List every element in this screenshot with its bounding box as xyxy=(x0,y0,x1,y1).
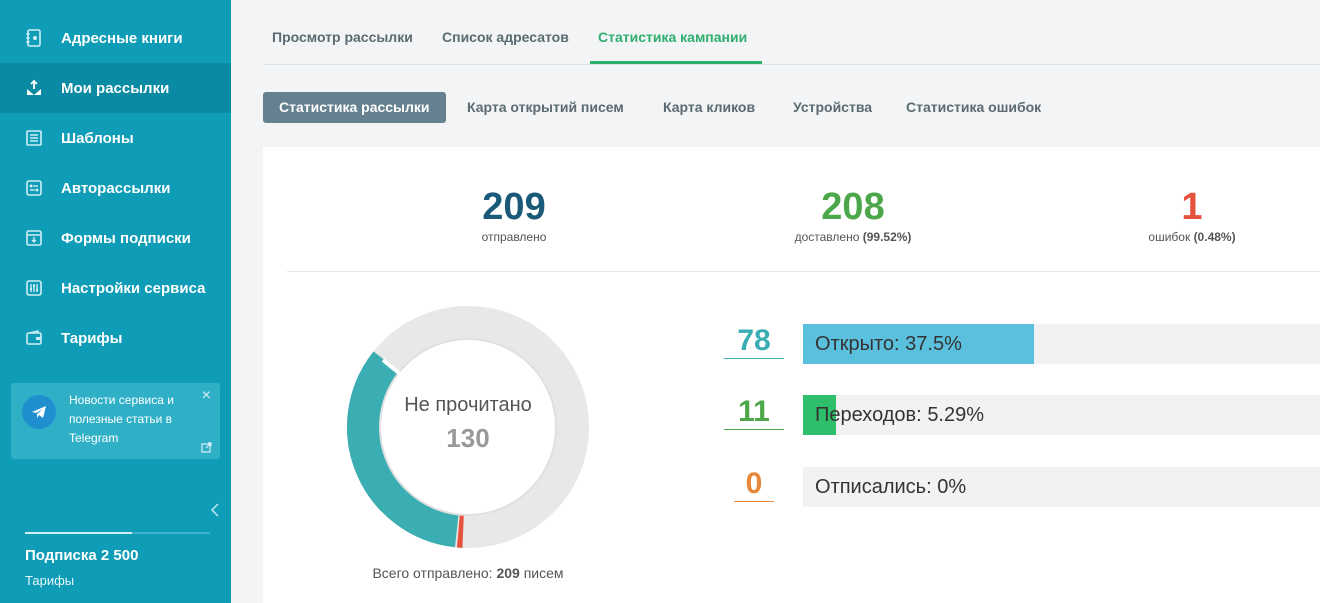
clicks-label: Переходов: xyxy=(815,404,922,426)
sidebar-item-label: Шаблоны xyxy=(61,129,134,147)
opened-count-link[interactable]: 78 xyxy=(724,324,784,359)
sidebar-item-templates[interactable]: Шаблоны xyxy=(0,113,231,163)
plan-usage-fill xyxy=(25,532,132,534)
sidebar-item-tariffs[interactable]: Тарифы xyxy=(0,313,231,363)
address-book-icon xyxy=(25,29,43,47)
telegram-news-card[interactable]: Новости сервиса и полезные статьи в Tele… xyxy=(11,383,220,459)
plan-usage-bar xyxy=(25,532,210,534)
sidebar-item-label: Настройки сервиса xyxy=(61,279,206,297)
sidebar-item-label: Авторассылки xyxy=(61,179,171,197)
sent-count: 209 xyxy=(482,186,546,228)
external-link-icon[interactable] xyxy=(201,442,212,453)
plan-name: Подписка 2 500 xyxy=(25,547,139,564)
stat-delivered: 208 доставлено (99.52%) xyxy=(763,185,943,244)
sidebar-item-label: Формы подписки xyxy=(61,229,191,247)
collapse-sidebar-icon[interactable] xyxy=(208,500,222,520)
unsubscribed-count-link[interactable]: 0 xyxy=(734,467,774,502)
active-tab-underline xyxy=(590,61,762,64)
delivered-count: 208 xyxy=(821,186,885,228)
delivered-label-text: доставлено xyxy=(794,230,860,244)
subtab-clicks-map[interactable]: Карта кликов xyxy=(663,99,756,115)
clicks-bar-fill xyxy=(803,395,836,435)
opened-bar-fill xyxy=(803,324,1034,364)
clicks-text: Переходов: 5.29% xyxy=(815,395,984,435)
telegram-icon xyxy=(22,395,56,429)
sidebar-item-label: Мои рассылки xyxy=(61,79,170,97)
clicks-bar: Переходов: 5.29% xyxy=(803,395,1320,435)
donut-hole xyxy=(379,338,557,516)
tab-mailing-preview[interactable]: Просмотр рассылки xyxy=(272,29,413,45)
tab-recipients-list[interactable]: Список адресатов xyxy=(442,29,569,45)
unsubscribed-bar: Отписались: 0% xyxy=(803,467,1320,507)
stats-panel: 209 отправлено 208 доставлено (99.52%) 1… xyxy=(263,147,1320,603)
tab-campaign-stats[interactable]: Статистика кампании xyxy=(598,29,748,45)
unsubscribed-label: Отписались: xyxy=(815,476,932,498)
telegram-card-text: Новости сервиса и полезные статьи в Tele… xyxy=(69,393,174,445)
sidebar-item-service-settings[interactable]: Настройки сервиса xyxy=(0,263,231,313)
templates-icon xyxy=(25,129,43,147)
caption-prefix: Всего отправлено: xyxy=(372,565,493,581)
opened-percent: 37.5% xyxy=(905,333,962,355)
caption-count: 209 xyxy=(496,565,520,581)
opened-bar: Открыто: 37.5% xyxy=(803,324,1320,364)
clicks-percent: 5.29% xyxy=(927,404,985,426)
donut-center-label: Не прочитано xyxy=(404,394,532,416)
subtab-opens-map[interactable]: Карта открытий писем xyxy=(467,99,624,115)
sidebar-item-address-books[interactable]: Адресные книги xyxy=(0,13,231,63)
errors-label: ошибок (0.48%) xyxy=(1112,230,1272,244)
tabs-divider xyxy=(263,64,1320,65)
subtab-error-stats[interactable]: Статистика ошибок xyxy=(906,99,1042,115)
delivered-percent: (99.52%) xyxy=(862,230,912,244)
sidebar-item-label: Адресные книги xyxy=(61,29,183,47)
stat-errors: 1 ошибок (0.48%) xyxy=(1112,185,1272,244)
sidebar: Адресные книги Мои рассылки Шаблоны Авто… xyxy=(0,0,231,603)
sidebar-item-my-mailings[interactable]: Мои рассылки xyxy=(0,63,231,113)
errors-label-text: ошибок xyxy=(1148,230,1191,244)
donut-opened-segment xyxy=(347,351,460,548)
errors-count: 1 xyxy=(1181,186,1203,228)
mailing-icon xyxy=(25,79,43,97)
opened-text: Открыто: 37.5% xyxy=(815,324,962,364)
stat-sent: 209 отправлено xyxy=(434,185,594,244)
subscribe-form-icon xyxy=(25,229,43,247)
sidebar-item-label: Тарифы xyxy=(61,329,123,347)
unsubscribed-percent: 0% xyxy=(937,476,967,498)
sidebar-item-subscribe-forms[interactable]: Формы подписки xyxy=(0,213,231,263)
read-status-donut-chart xyxy=(347,306,589,548)
subtab-mailing-stats[interactable]: Статистика рассылки xyxy=(263,92,446,123)
donut-center-value: 130 xyxy=(446,423,490,453)
clicks-count-link[interactable]: 11 xyxy=(724,395,784,430)
plan-tariffs-link[interactable]: Тарифы xyxy=(25,573,75,588)
donut-center: Не прочитано 130 xyxy=(343,394,593,454)
unsubscribed-text: Отписались: 0% xyxy=(815,467,966,507)
stats-divider xyxy=(287,271,1320,272)
donut-caption: Всего отправлено: 209 писем xyxy=(323,565,613,581)
close-icon[interactable]: × xyxy=(201,387,211,404)
sidebar-item-automations[interactable]: Авторассылки xyxy=(0,163,231,213)
subtab-devices[interactable]: Устройства xyxy=(793,99,873,115)
automation-icon xyxy=(25,179,43,197)
delivered-label: доставлено (99.52%) xyxy=(763,230,943,244)
donut-gap xyxy=(381,358,407,380)
wallet-icon xyxy=(25,329,43,347)
caption-suffix: писем xyxy=(523,565,564,581)
sent-label: отправлено xyxy=(481,230,547,244)
opened-label: Открыто: xyxy=(815,333,900,355)
settings-sliders-icon xyxy=(25,279,43,297)
errors-percent: (0.48%) xyxy=(1193,230,1236,244)
